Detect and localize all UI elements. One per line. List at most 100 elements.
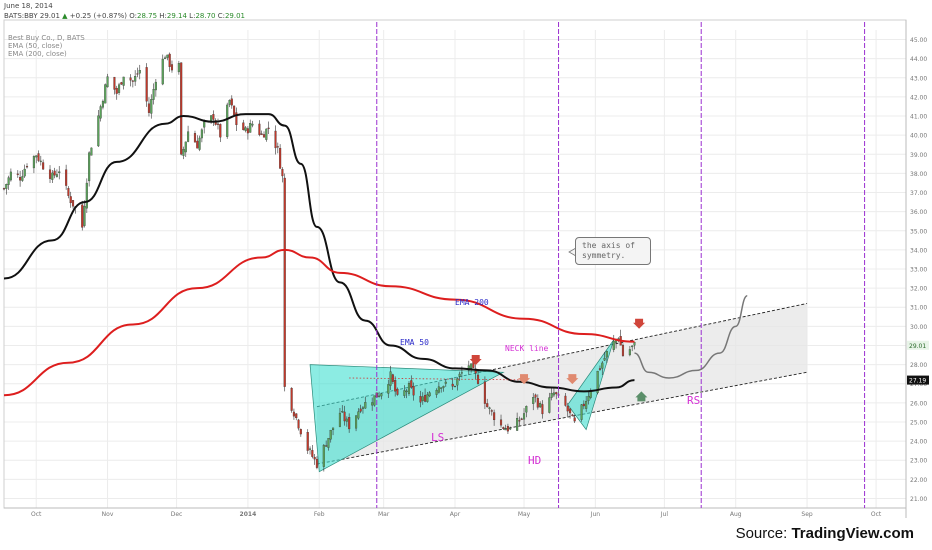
candle-body	[424, 394, 427, 402]
candle-body	[596, 370, 599, 394]
last-price: 29.01	[39, 12, 60, 20]
x-tick-label: Nov	[102, 511, 114, 518]
x-tick-label: Oct	[871, 511, 882, 518]
candle-body	[536, 398, 539, 408]
candle-body	[53, 170, 56, 176]
candle-body	[502, 427, 505, 429]
candle-body	[180, 62, 183, 155]
channel-lower-line	[316, 371, 808, 465]
candle-body	[297, 419, 300, 429]
candle-body	[147, 103, 151, 113]
candle-body	[426, 394, 429, 402]
ticker[interactable]: BATS:BBY	[4, 12, 38, 20]
candle-body	[88, 152, 91, 182]
candle-body	[440, 387, 443, 389]
legend-symbol[interactable]: Best Buy Co., D, BATS	[8, 34, 85, 42]
candle-body	[182, 149, 185, 156]
candle-body	[569, 408, 572, 414]
candle-body	[122, 76, 125, 86]
candle-body	[403, 390, 406, 396]
neck-line-label: NECK line	[505, 344, 549, 353]
candle-body	[290, 387, 293, 411]
candle-body	[612, 340, 615, 350]
candle-body	[23, 168, 26, 177]
candle-body	[499, 419, 503, 426]
ls-label: LS	[431, 431, 444, 444]
x-tick-label: Apr	[450, 511, 461, 518]
up-arrow-icon: ▲	[62, 12, 68, 20]
candle-body	[19, 177, 22, 181]
candle-body	[9, 171, 12, 181]
candle-body	[444, 381, 447, 384]
y-tick-label: 32.00	[910, 286, 927, 293]
rs-label: RS	[687, 394, 700, 407]
candle-body	[437, 386, 440, 393]
candle-body	[251, 123, 254, 126]
candle-body	[177, 63, 180, 73]
candle-body	[39, 160, 42, 162]
candle-body	[2, 188, 6, 190]
last-price-tag: 29.01	[909, 343, 926, 350]
y-tick-label: 21.00	[910, 496, 927, 503]
candle-body	[467, 365, 470, 371]
candle-body	[131, 80, 134, 82]
x-tick-label: Oct	[31, 511, 42, 518]
candle-body	[5, 183, 8, 189]
candle-body	[442, 385, 445, 388]
candle-body	[161, 58, 164, 85]
candles	[2, 52, 636, 472]
candle-body	[506, 425, 509, 432]
candle-body	[483, 381, 486, 404]
candle-body	[58, 171, 61, 174]
candle-body	[67, 188, 70, 196]
candle-body	[456, 378, 459, 386]
y-tick-label: 38.00	[910, 171, 927, 178]
candle-body	[230, 98, 233, 106]
candle-body	[37, 153, 40, 161]
legend-ema50[interactable]: EMA (50, close)	[8, 42, 63, 50]
high-value: 29.14	[166, 12, 187, 20]
candle-body	[35, 155, 38, 158]
candle-body	[476, 374, 480, 384]
candle-body	[90, 147, 93, 156]
legend-ema200[interactable]: EMA (200, close)	[8, 50, 67, 58]
candle-body	[378, 395, 381, 397]
candle-body	[99, 106, 102, 119]
candle-body	[361, 407, 365, 409]
x-tick-label: Dec	[171, 511, 183, 518]
candle-body	[509, 427, 512, 430]
candle-body	[262, 134, 266, 138]
y-tick-label: 22.00	[910, 477, 927, 484]
x-tick-label: May	[518, 511, 531, 518]
candle-body	[343, 411, 346, 422]
callout-line-2: symmetry.	[582, 251, 626, 260]
candle-body	[198, 137, 201, 150]
candle-body	[154, 81, 157, 91]
candle-body	[601, 362, 604, 369]
candle-body	[548, 397, 551, 413]
candle-body	[212, 114, 215, 120]
open-value: 28.75	[137, 12, 158, 20]
symmetry-callout[interactable]: the axis of symmetry.	[575, 237, 651, 265]
candle-body	[115, 87, 118, 94]
low-value: 28.70	[195, 12, 216, 20]
candle-body	[628, 349, 631, 356]
candle-body	[81, 204, 84, 228]
candle-body	[69, 196, 72, 204]
candle-body	[276, 146, 279, 148]
candle-body	[571, 414, 574, 416]
ema50-price-tag: 27.19	[909, 378, 926, 385]
candle-body	[152, 89, 155, 100]
sell-arrow-icon	[469, 355, 482, 366]
sell-arrow-icon	[633, 318, 646, 329]
candle-body	[405, 390, 408, 393]
candle-body	[295, 413, 298, 419]
candle-body	[364, 402, 367, 409]
candle-body	[532, 397, 535, 404]
candle-body	[170, 64, 174, 71]
change: +0.25 (+0.87%)	[69, 12, 128, 20]
candle-body	[274, 130, 277, 149]
y-tick-label: 27.00	[910, 381, 927, 388]
candle-body	[341, 411, 344, 413]
